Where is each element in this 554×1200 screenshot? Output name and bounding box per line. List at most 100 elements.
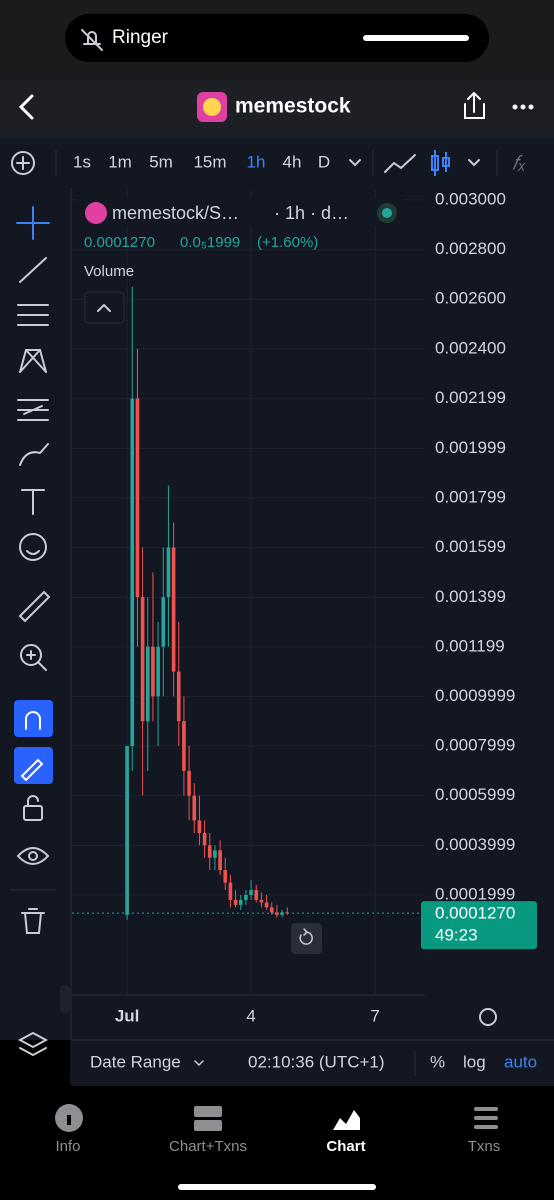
more-button[interactable] bbox=[512, 104, 534, 110]
candle-body bbox=[166, 547, 171, 598]
candle-body bbox=[269, 907, 274, 913]
unlock-tool[interactable] bbox=[23, 805, 43, 821]
candle-body bbox=[130, 398, 135, 747]
countdown-label: 49:23 bbox=[435, 926, 478, 945]
legend-bg bbox=[76, 198, 404, 226]
header-title: memestock bbox=[235, 95, 351, 118]
interval-button[interactable]: 1m bbox=[108, 152, 132, 171]
drawing-tools bbox=[10, 206, 70, 1057]
zoom-tool[interactable] bbox=[20, 644, 42, 666]
y-tick-label: 0.0007999 bbox=[435, 736, 515, 755]
fx-button[interactable]: 𝑓ₓ bbox=[512, 152, 526, 174]
candle-body bbox=[264, 902, 269, 908]
interval-button[interactable]: 5m bbox=[149, 152, 173, 171]
chart-type-dropdown[interactable] bbox=[468, 159, 480, 167]
info-icon-i bbox=[67, 1115, 71, 1125]
layers-button[interactable] bbox=[17, 1031, 49, 1057]
text-tool[interactable] bbox=[21, 489, 45, 515]
log-button[interactable]: log bbox=[463, 1052, 486, 1071]
share-button[interactable] bbox=[464, 91, 485, 119]
tab[interactable]: Info bbox=[55, 1138, 80, 1155]
candle-chart-button[interactable] bbox=[431, 150, 450, 176]
auto-button[interactable]: auto bbox=[504, 1052, 537, 1071]
candle-body bbox=[238, 899, 243, 905]
interval-button[interactable]: 15m bbox=[193, 152, 226, 171]
settings-button[interactable] bbox=[479, 1008, 497, 1026]
collapse-legend[interactable] bbox=[84, 291, 125, 324]
y-tick-label: 0.001399 bbox=[435, 587, 506, 606]
add-indicator[interactable] bbox=[11, 151, 35, 175]
txns-icon bbox=[474, 1107, 498, 1129]
market-status-dot bbox=[382, 208, 392, 218]
delete-tool[interactable] bbox=[21, 908, 45, 934]
trendline-tool[interactable] bbox=[19, 257, 47, 283]
timezone-label[interactable]: 02:10:36 (UTC+1) bbox=[248, 1052, 385, 1071]
projection-tool[interactable] bbox=[17, 399, 49, 421]
candle-body bbox=[192, 795, 197, 821]
legend-logo bbox=[85, 202, 107, 224]
candle-body bbox=[228, 882, 233, 900]
y-tick-label: 0.0005999 bbox=[435, 785, 515, 804]
y-tick-label: 0.002800 bbox=[435, 239, 506, 258]
candle-body bbox=[197, 820, 202, 833]
y-tick-label: 0.0003999 bbox=[435, 835, 515, 854]
candle-body bbox=[275, 912, 279, 915]
reset-icon bbox=[299, 928, 313, 945]
tab-bar bbox=[0, 1086, 554, 1200]
legend-price: 0.0001270 bbox=[84, 234, 155, 251]
collapse-tools[interactable] bbox=[60, 985, 70, 1013]
plot: 0.003000 0.002800 0.002600 0.002400 0.002199… bbox=[72, 189, 537, 1025]
y-tick-label: 0.003000 bbox=[435, 189, 506, 208]
home-indicator bbox=[178, 1184, 376, 1190]
reset-button[interactable] bbox=[291, 923, 322, 955]
candle-body bbox=[156, 646, 160, 697]
interval-button[interactable]: 1s bbox=[73, 152, 91, 171]
crosshair-tool[interactable] bbox=[16, 206, 50, 240]
y-tick-label: 0.002199 bbox=[435, 388, 506, 407]
candle-body bbox=[171, 547, 176, 672]
interval-dropdown[interactable] bbox=[349, 159, 361, 167]
unlock-shackle bbox=[27, 795, 39, 807]
interval-button[interactable]: 1h bbox=[247, 152, 266, 171]
x-tick-label: 4 bbox=[246, 1006, 255, 1025]
candle-body bbox=[151, 646, 155, 697]
footer bbox=[72, 1040, 554, 1086]
interval-button[interactable]: 4h bbox=[283, 152, 302, 171]
date-range-button[interactable]: Date Range bbox=[90, 1052, 181, 1071]
brush-tool[interactable] bbox=[19, 443, 49, 466]
candle-body bbox=[259, 899, 264, 903]
candle-body bbox=[140, 597, 145, 722]
header bbox=[0, 80, 554, 138]
percent-button[interactable]: % bbox=[430, 1052, 445, 1071]
y-tick-label: 0.001999 bbox=[435, 438, 506, 457]
y-tick-label: 0.001599 bbox=[435, 537, 506, 556]
volume-label: Volume bbox=[84, 263, 134, 280]
y-tick-label: 0.0001999 bbox=[435, 884, 515, 903]
magnet-icon bbox=[25, 711, 41, 730]
chart-txns-icon bbox=[194, 1106, 222, 1117]
legend-change: 0.0₅1999 bbox=[180, 234, 240, 251]
tab[interactable]: Chart+Txns bbox=[169, 1138, 247, 1155]
candle-body bbox=[135, 398, 140, 598]
interval-button[interactable]: D bbox=[318, 152, 330, 171]
candle-body bbox=[145, 646, 150, 722]
candle-body bbox=[125, 746, 129, 915]
ruler-tool[interactable] bbox=[18, 590, 51, 623]
candle-body bbox=[213, 850, 217, 858]
fib-tool[interactable] bbox=[17, 304, 49, 326]
y-tick-label: 0.0009999 bbox=[435, 686, 515, 705]
candle-body bbox=[218, 850, 222, 871]
pattern-tool[interactable] bbox=[19, 349, 47, 373]
y-tick-label: 0.001199 bbox=[435, 636, 505, 655]
last-price-box bbox=[421, 901, 537, 950]
back-button[interactable] bbox=[18, 94, 34, 120]
visibility-tool[interactable] bbox=[16, 847, 50, 865]
legend-interval: · 1h · d… bbox=[274, 203, 349, 223]
tab[interactable]: Txns bbox=[468, 1138, 501, 1155]
visibility-pupil bbox=[28, 851, 38, 861]
line-chart-button[interactable] bbox=[384, 154, 416, 173]
tab[interactable]: Chart bbox=[326, 1138, 365, 1155]
dynamic-island bbox=[65, 14, 489, 62]
magnet-tool[interactable] bbox=[14, 700, 53, 737]
emoji-tool[interactable] bbox=[19, 533, 47, 561]
